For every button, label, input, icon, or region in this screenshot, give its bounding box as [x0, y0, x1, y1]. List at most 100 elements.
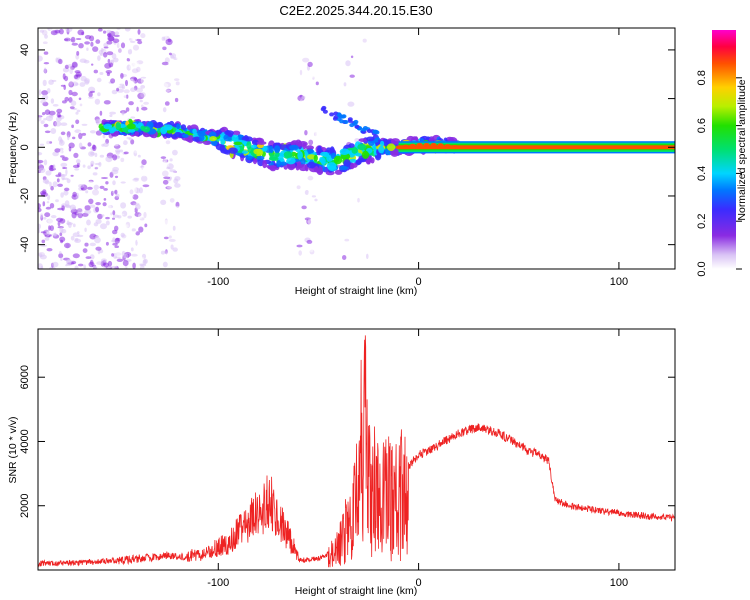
spectrogram-noise-cell	[68, 89, 73, 96]
spectrogram-noise-cell	[82, 164, 86, 168]
spectrogram-noise-cell	[38, 44, 45, 51]
spectrogram-noise-cell	[310, 244, 317, 249]
spectrogram-noise-cell	[41, 94, 49, 101]
spectrogram-noise-cell	[78, 132, 83, 140]
spectrogram-noise-cell	[116, 258, 124, 262]
spectrogram-signal-cell	[355, 159, 362, 165]
spectrogram-noise-cell	[137, 165, 142, 171]
spectrogram-noise-cell	[133, 187, 138, 193]
spectrogram-noise-cell	[92, 265, 97, 269]
spectrogram-signal-cell	[305, 145, 314, 150]
spectrogram-noise-cell	[305, 245, 311, 248]
colorbar: 0.0 0.2 0.4 0.6 0.8 Normalized spectral ampl…	[696, 30, 748, 277]
spectrogram-noise-cell	[162, 179, 169, 185]
spectrogram-noise-cell	[115, 193, 120, 198]
spectrogram-noise-cell	[81, 132, 87, 136]
spectrogram-noise-cell	[168, 235, 172, 239]
spectrogram-noise-cell	[342, 241, 346, 244]
spectrogram-noise-cell	[79, 82, 86, 87]
spectrogram-y-tick-label: -40	[19, 237, 31, 253]
spectrogram-noise-cell	[56, 112, 61, 118]
spectrogram-signal-cell	[267, 165, 277, 171]
spectrogram-noise-cell	[310, 209, 313, 216]
spectrogram-noise-cell	[60, 150, 64, 154]
spectrogram-noise-cell	[107, 260, 113, 267]
spectrogram-noise-cell	[89, 90, 96, 93]
spectrogram-noise-cell	[123, 229, 129, 234]
spectrogram-signal-cell	[323, 151, 330, 158]
spectrogram-noise-cell	[130, 71, 135, 78]
spectrogram-noise-cell	[140, 193, 144, 197]
spectrogram-noise-cell	[74, 238, 82, 243]
spectrogram-noise-cell	[306, 205, 310, 210]
spectrogram-noise-cell	[308, 117, 315, 122]
spectrogram-noise-cell	[115, 256, 121, 259]
spectrogram-signal-cell	[233, 141, 243, 146]
spectrogram-noise-cell	[308, 130, 314, 137]
spectrogram-noise-cell	[301, 108, 304, 111]
spectrogram-noise-cell	[172, 149, 178, 156]
spectrogram-noise-cell	[138, 226, 144, 233]
spectrogram-noise-cell	[78, 142, 83, 149]
spectrogram-hotspot	[444, 144, 451, 148]
spectrogram-noise-cell	[38, 228, 41, 234]
spectrogram-noise-cell	[38, 263, 43, 269]
spectrogram-noise-cell	[141, 175, 148, 182]
spectrogram-noise-cell	[103, 46, 109, 49]
spectrogram-noise-cell	[105, 220, 110, 226]
spectrogram-noise-cell	[109, 111, 116, 115]
spectrogram-noise-cell	[140, 33, 146, 39]
spectrogram-noise-cell	[39, 29, 45, 33]
spectrogram-noise-cell	[310, 73, 315, 79]
spectrogram-noise-cell	[42, 112, 46, 116]
spectrogram-noise-cell	[79, 162, 83, 169]
spectrogram-noise-cell	[128, 78, 135, 85]
spectrogram-noise-cell	[106, 72, 110, 77]
spectrogram-noise-cell	[142, 184, 150, 188]
spectrogram-noise-cell	[66, 178, 71, 184]
spectrogram-noise-cell	[111, 265, 118, 269]
spectrogram-noise-cell	[44, 212, 51, 218]
spectrogram-noise-cell	[161, 36, 165, 41]
snr-x-tick-label: 0	[416, 577, 422, 589]
spectrogram-noise-cell	[55, 116, 62, 122]
spectrogram-noise-cell	[165, 252, 169, 259]
spectrogram-noise-cell	[99, 110, 103, 116]
spectrogram-noise-cell	[68, 81, 74, 88]
spectrogram-noise-cell	[72, 136, 76, 140]
spectrogram-noise-cell	[299, 241, 307, 244]
spectrogram-noise-cell	[139, 263, 147, 267]
spectrogram-signal-cell	[252, 158, 258, 165]
spectrogram-noise-cell	[132, 61, 140, 66]
spectrogram-noise-cell	[46, 140, 51, 145]
spectrogram-noise-cell	[137, 40, 143, 45]
spectrogram-noise-cell	[118, 86, 124, 89]
spectrogram-noise-cell	[125, 221, 131, 229]
spectrogram-noise-cell	[109, 114, 113, 117]
spectrogram-noise-cell	[131, 62, 136, 67]
spectrogram-noise-cell	[89, 130, 96, 134]
spectrogram-noise-cell	[315, 132, 321, 138]
spectrogram-noise-cell	[168, 45, 174, 48]
spectrogram-noise-cell	[136, 60, 144, 65]
spectrogram-noise-cell	[315, 98, 320, 103]
spectrogram-noise-cell	[41, 239, 46, 244]
spectrogram-noise-cell	[95, 39, 101, 44]
spectrogram-noise-cell	[357, 197, 360, 203]
spectrogram-noise-cell	[60, 131, 66, 136]
spectrogram-signal-cell	[134, 131, 139, 137]
spectrogram-noise-cell	[60, 257, 63, 261]
spectrogram-noise-cell	[315, 107, 320, 112]
spectrogram-noise-cell	[135, 204, 141, 210]
spectrogram-noise-cell	[140, 69, 146, 75]
spectrogram-noise-cell	[131, 62, 137, 68]
spectrogram-noise-cell	[52, 164, 56, 170]
spectrogram-noise-cell	[344, 238, 350, 242]
spectrogram-noise-cell	[38, 55, 43, 62]
spectrogram-noise-cell	[124, 169, 129, 173]
spectrogram-noise-cell	[125, 79, 128, 87]
spectrogram-noise-cell	[84, 41, 90, 45]
spectrogram-noise-cell	[107, 205, 114, 209]
spectrogram-noise-cell	[55, 199, 59, 203]
spectrogram-noise-cell	[113, 57, 119, 63]
